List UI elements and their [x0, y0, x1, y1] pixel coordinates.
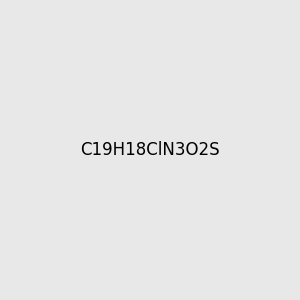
Text: C19H18ClN3O2S: C19H18ClN3O2S [80, 141, 220, 159]
